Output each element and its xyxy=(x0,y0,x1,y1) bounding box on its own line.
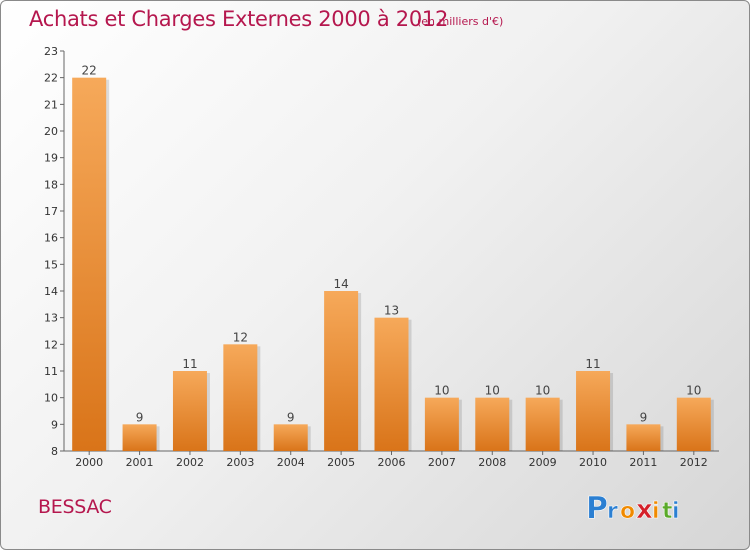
logo-letter: P xyxy=(586,491,608,525)
x-tick-label: 2007 xyxy=(428,456,456,469)
x-tick-label: 2003 xyxy=(226,456,254,469)
logo-letter: t xyxy=(662,499,673,524)
x-tick-label: 2010 xyxy=(579,456,607,469)
x-tick-label: 2006 xyxy=(378,456,406,469)
bar-value-label: 9 xyxy=(640,410,648,424)
bar-value-label: 9 xyxy=(136,410,144,424)
bar-2001 xyxy=(122,424,157,451)
bar-2006 xyxy=(374,317,409,451)
logo-letter: r xyxy=(607,499,618,524)
bar-2010 xyxy=(576,371,611,451)
bar-2000 xyxy=(72,77,107,452)
y-tick-label: 9 xyxy=(51,418,58,431)
x-tick-label: 2001 xyxy=(126,456,154,469)
y-tick-label: 8 xyxy=(51,445,58,458)
bar-value-label: 10 xyxy=(434,384,449,398)
y-tick-label: 19 xyxy=(44,152,58,165)
bar-value-label: 11 xyxy=(585,357,600,371)
bar-2002 xyxy=(172,371,207,451)
bar-value-label: 13 xyxy=(384,304,399,318)
y-tick-label: 23 xyxy=(44,45,58,58)
logo-letter: x xyxy=(636,495,653,525)
bar-value-label: 10 xyxy=(535,384,550,398)
bars-group: 22 9 11 12 9 14 13 10 10 10 11 9 10 xyxy=(72,64,714,452)
bar-2004 xyxy=(273,424,308,451)
y-tick-label: 20 xyxy=(44,125,58,138)
y-tick-label: 14 xyxy=(44,285,58,298)
logo-letter: i xyxy=(652,499,660,524)
bar-value-label: 10 xyxy=(485,384,500,398)
y-tick-label: 11 xyxy=(44,365,58,378)
x-tick-label: 2004 xyxy=(277,456,305,469)
x-tick-label: 2009 xyxy=(529,456,557,469)
bar-value-label: 12 xyxy=(233,330,248,344)
bar-2007 xyxy=(424,397,459,451)
y-tick-label: 21 xyxy=(44,98,58,111)
bar-2012 xyxy=(676,397,711,451)
x-tick-label: 2005 xyxy=(327,456,355,469)
bar-2011 xyxy=(626,424,661,451)
y-tick-label: 13 xyxy=(44,312,58,325)
x-tick-label: 2011 xyxy=(629,456,657,469)
logo-letter: i xyxy=(672,499,680,524)
bar-2009 xyxy=(525,397,560,451)
bar-2008 xyxy=(475,397,510,451)
y-tick-label: 18 xyxy=(44,178,58,191)
y-tick-label: 22 xyxy=(44,72,58,85)
chart-title: Achats et Charges Externes 2000 à 2012 xyxy=(29,7,449,31)
bar-2005 xyxy=(324,291,359,451)
bar-value-label: 9 xyxy=(287,410,295,424)
chart-subtitle: (en milliers d'€) xyxy=(417,15,504,28)
y-tick-label: 16 xyxy=(44,232,58,245)
bar-value-label: 22 xyxy=(82,64,97,78)
x-tick-label: 2008 xyxy=(478,456,506,469)
y-tick-label: 10 xyxy=(44,392,58,405)
x-tick-label: 2000 xyxy=(75,456,103,469)
bar-value-label: 10 xyxy=(686,384,701,398)
logo-letter: o xyxy=(620,499,635,524)
y-tick-label: 12 xyxy=(44,338,58,351)
axes: 8 9 10 11 12 13 14 15 16 17 18 19 20 21 22 23 2000 2001 20… xyxy=(44,45,719,469)
bar-2003 xyxy=(223,344,258,451)
bar-value-label: 11 xyxy=(182,357,197,371)
bar-value-label: 14 xyxy=(333,277,348,291)
place-name: BESSAC xyxy=(38,496,112,518)
x-tick-label: 2012 xyxy=(680,456,708,469)
x-tick-label: 2002 xyxy=(176,456,204,469)
y-tick-label: 17 xyxy=(44,205,58,218)
y-tick-label: 15 xyxy=(44,258,58,271)
